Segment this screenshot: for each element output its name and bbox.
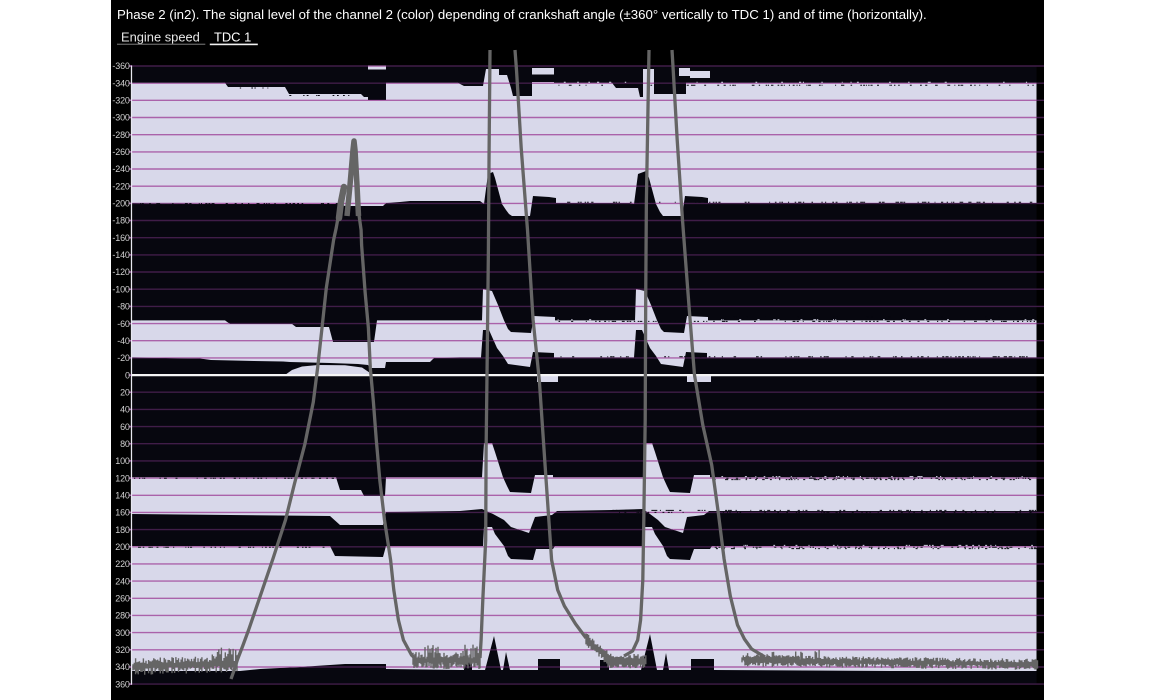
svg-text:280: 280 xyxy=(115,611,130,621)
svg-text:-320: -320 xyxy=(112,96,130,106)
svg-text:40: 40 xyxy=(120,405,130,415)
svg-text:320: 320 xyxy=(115,645,130,655)
svg-text:-40: -40 xyxy=(117,336,130,346)
svg-text:-260: -260 xyxy=(112,147,130,157)
svg-text:-180: -180 xyxy=(112,216,130,226)
svg-text:-100: -100 xyxy=(112,284,130,294)
svg-text:-120: -120 xyxy=(112,267,130,277)
svg-text:-200: -200 xyxy=(112,199,130,209)
svg-text:140: 140 xyxy=(115,491,130,501)
svg-text:-20: -20 xyxy=(117,353,130,363)
svg-text:0: 0 xyxy=(125,370,130,380)
svg-text:20: 20 xyxy=(120,387,130,397)
svg-text:200: 200 xyxy=(115,542,130,552)
svg-text:-140: -140 xyxy=(112,250,130,260)
svg-text:Phase 2 (in2). The signal leve: Phase 2 (in2). The signal level of the c… xyxy=(117,7,927,22)
svg-text:TDC 1: TDC 1 xyxy=(214,30,251,45)
svg-text:-80: -80 xyxy=(117,302,130,312)
svg-text:-220: -220 xyxy=(112,181,130,191)
svg-text:100: 100 xyxy=(115,456,130,466)
svg-text:-160: -160 xyxy=(112,233,130,243)
svg-text:120: 120 xyxy=(115,473,130,483)
svg-text:180: 180 xyxy=(115,525,130,535)
svg-text:-280: -280 xyxy=(112,130,130,140)
svg-text:-300: -300 xyxy=(112,113,130,123)
svg-text:-360: -360 xyxy=(112,61,130,71)
svg-text:60: 60 xyxy=(120,422,130,432)
svg-text:-60: -60 xyxy=(117,319,130,329)
svg-text:240: 240 xyxy=(115,576,130,586)
svg-text:300: 300 xyxy=(115,628,130,638)
svg-text:340: 340 xyxy=(115,662,130,672)
svg-text:80: 80 xyxy=(120,439,130,449)
svg-text:160: 160 xyxy=(115,508,130,518)
svg-text:360: 360 xyxy=(115,679,130,689)
svg-text:-240: -240 xyxy=(112,164,130,174)
svg-text:260: 260 xyxy=(115,594,130,604)
svg-text:220: 220 xyxy=(115,559,130,569)
svg-text:Engine speed: Engine speed xyxy=(121,30,200,45)
svg-text:-340: -340 xyxy=(112,78,130,88)
